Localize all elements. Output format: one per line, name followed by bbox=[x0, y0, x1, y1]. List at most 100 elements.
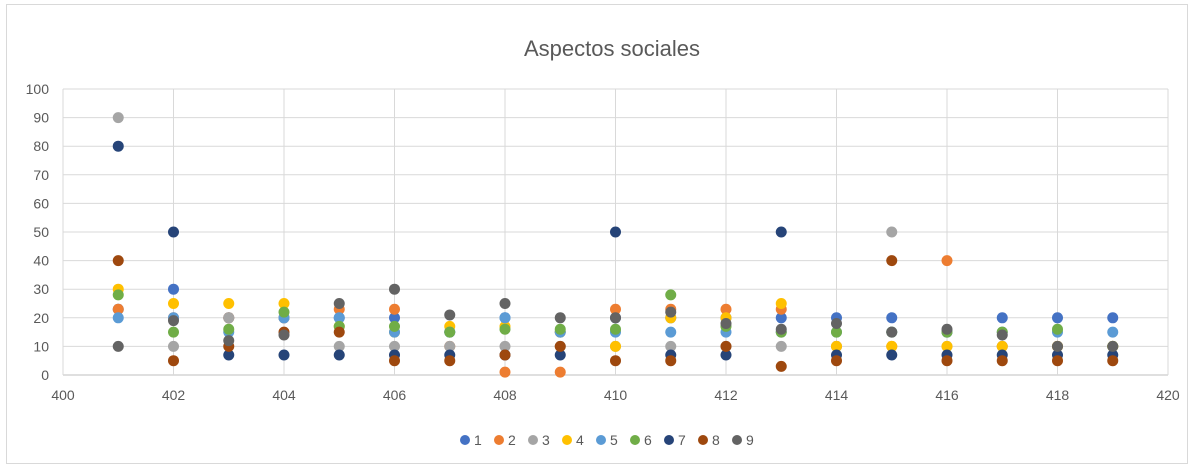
y-axis-ticks: 0 10 20 30 40 50 60 70 80 90 100 bbox=[26, 81, 50, 383]
data-point-series-1 bbox=[1052, 312, 1063, 324]
data-point-series-2 bbox=[720, 303, 732, 315]
data-point-series-9 bbox=[831, 318, 842, 330]
y-tick-label: 90 bbox=[33, 110, 49, 126]
data-point-series-4 bbox=[941, 340, 953, 352]
y-tick-label: 50 bbox=[33, 224, 49, 240]
x-tick-label: 400 bbox=[51, 387, 75, 403]
data-point-series-9 bbox=[996, 329, 1008, 341]
data-point-series-9 bbox=[112, 340, 124, 352]
data-point-series-6 bbox=[831, 326, 842, 338]
y-tick-label: 60 bbox=[33, 195, 49, 211]
data-point-series-7 bbox=[168, 226, 179, 238]
data-point-series-4 bbox=[775, 298, 787, 309]
legend-label-4: 4 bbox=[576, 432, 584, 448]
data-point-series-6 bbox=[112, 289, 124, 301]
data-point-series-1 bbox=[168, 283, 179, 295]
data-point-series-3 bbox=[168, 340, 179, 352]
data-point-series-9 bbox=[554, 312, 566, 324]
x-tick-label: 402 bbox=[162, 387, 186, 403]
data-point-series-6 bbox=[1052, 323, 1063, 335]
y-tick-label: 100 bbox=[26, 81, 50, 97]
data-point-series-1 bbox=[996, 312, 1008, 324]
data-point-series-3 bbox=[112, 112, 124, 124]
data-point-series-3 bbox=[499, 340, 511, 352]
data-point-series-2 bbox=[389, 303, 400, 315]
data-point-series-3 bbox=[775, 340, 787, 352]
data-point-series-8 bbox=[389, 355, 400, 367]
y-tick-label: 30 bbox=[33, 281, 49, 297]
legend-marker-5 bbox=[596, 435, 606, 445]
data-point-series-9 bbox=[720, 318, 732, 330]
legend-label-9: 9 bbox=[746, 432, 754, 448]
data-point-series-8 bbox=[775, 360, 787, 372]
data-point-series-8 bbox=[554, 340, 566, 352]
data-point-series-4 bbox=[610, 340, 621, 352]
x-tick-label: 404 bbox=[272, 387, 296, 403]
legend-label-5: 5 bbox=[610, 432, 618, 448]
legend-marker-4 bbox=[562, 435, 572, 445]
data-point-series-5 bbox=[112, 312, 124, 324]
data-point-series-8 bbox=[665, 355, 677, 367]
data-point-series-5 bbox=[499, 312, 511, 324]
data-point-series-7 bbox=[775, 226, 787, 238]
data-point-series-4 bbox=[831, 340, 842, 352]
data-point-series-4 bbox=[223, 298, 235, 309]
chart-area bbox=[6, 4, 1188, 464]
data-point-series-3 bbox=[333, 340, 345, 352]
data-point-series-3 bbox=[223, 312, 235, 324]
data-point-series-7 bbox=[223, 349, 235, 361]
data-point-series-9 bbox=[941, 323, 953, 335]
y-tick-label: 10 bbox=[33, 338, 49, 354]
x-tick-label: 410 bbox=[604, 387, 628, 403]
data-point-series-9 bbox=[665, 306, 677, 318]
data-point-series-6 bbox=[168, 326, 179, 338]
data-point-series-1 bbox=[886, 312, 898, 324]
data-point-series-2 bbox=[554, 366, 566, 378]
legend-label-1: 1 bbox=[474, 432, 482, 448]
data-point-series-8 bbox=[499, 349, 511, 361]
data-point-series-8 bbox=[831, 355, 842, 367]
data-point-series-9 bbox=[444, 309, 456, 321]
legend-label-2: 2 bbox=[508, 432, 516, 448]
data-point-series-5 bbox=[665, 326, 677, 338]
data-point-series-6 bbox=[499, 323, 511, 335]
y-tick-label: 40 bbox=[33, 253, 49, 269]
legend-label-6: 6 bbox=[644, 432, 652, 448]
y-tick-label: 80 bbox=[33, 138, 49, 154]
data-point-series-6 bbox=[444, 326, 456, 338]
data-point-series-8 bbox=[168, 355, 179, 367]
data-point-series-9 bbox=[610, 312, 621, 324]
data-point-series-6 bbox=[278, 306, 290, 318]
data-point-series-7 bbox=[610, 226, 621, 238]
legend-marker-2 bbox=[494, 435, 504, 445]
data-point-series-8 bbox=[444, 355, 456, 367]
data-point-series-3 bbox=[665, 340, 677, 352]
data-point-series-4 bbox=[278, 298, 290, 309]
data-point-series-9 bbox=[389, 283, 400, 295]
legend-label-7: 7 bbox=[678, 432, 686, 448]
data-points bbox=[112, 112, 1119, 378]
data-point-series-8 bbox=[720, 340, 732, 352]
data-point-series-8 bbox=[1052, 355, 1063, 367]
x-tick-label: 408 bbox=[493, 387, 517, 403]
data-point-series-7 bbox=[112, 140, 124, 152]
data-point-series-8 bbox=[333, 326, 345, 338]
x-tick-label: 414 bbox=[825, 387, 849, 403]
legend-marker-1 bbox=[460, 435, 470, 445]
data-point-series-7 bbox=[554, 349, 566, 361]
legend-marker-7 bbox=[664, 435, 674, 445]
data-point-series-9 bbox=[886, 326, 898, 338]
data-point-series-8 bbox=[1107, 355, 1119, 367]
data-point-series-4 bbox=[168, 298, 179, 309]
data-point-series-3 bbox=[389, 340, 400, 352]
legend-marker-8 bbox=[698, 435, 708, 445]
legend-marker-6 bbox=[630, 435, 640, 445]
legend-marker-3 bbox=[528, 435, 538, 445]
x-tick-label: 406 bbox=[383, 387, 407, 403]
data-point-series-3 bbox=[444, 340, 456, 352]
data-point-series-9 bbox=[333, 298, 345, 309]
data-point-series-9 bbox=[1052, 340, 1063, 352]
data-point-series-1 bbox=[775, 312, 787, 324]
data-point-series-7 bbox=[886, 349, 898, 361]
